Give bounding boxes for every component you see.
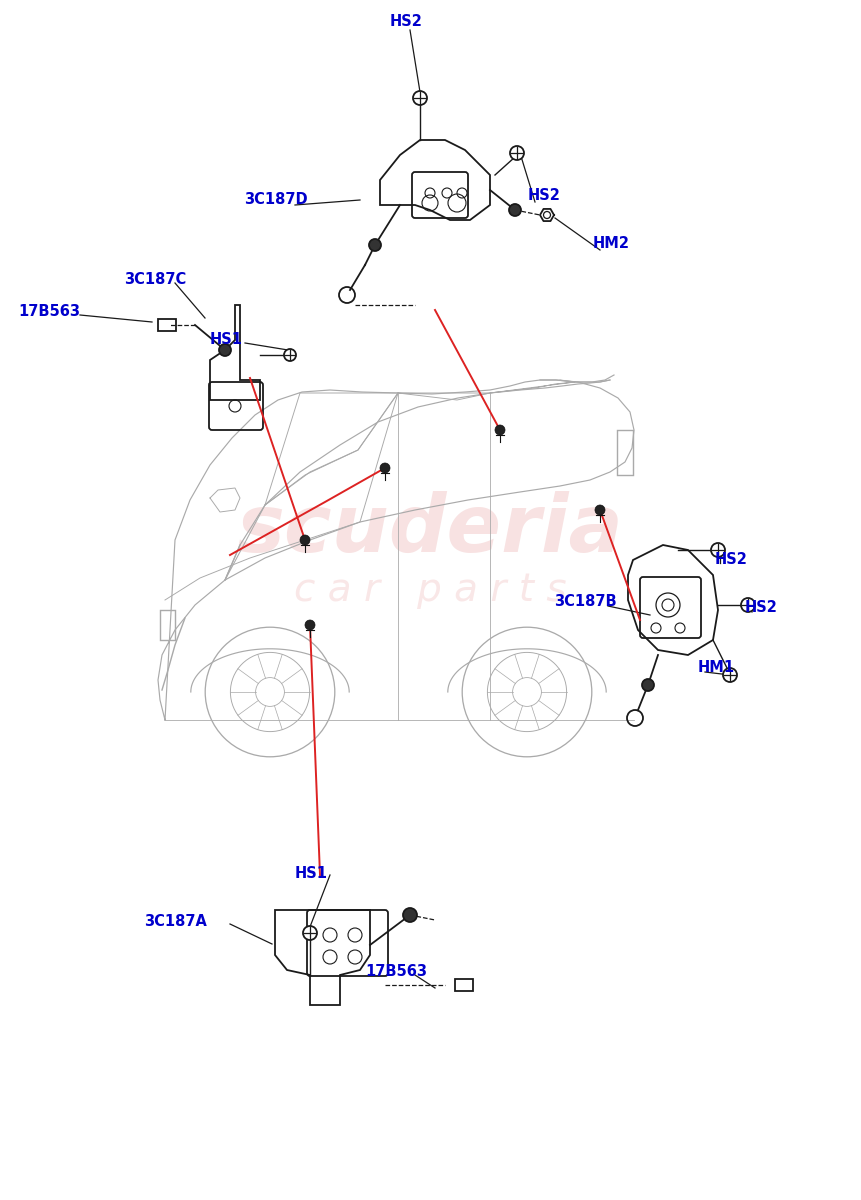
Text: HM1: HM1 [698, 660, 735, 676]
Bar [617, 430, 633, 475]
Circle shape [369, 239, 381, 251]
Circle shape [403, 908, 417, 922]
Text: 3C187D: 3C187D [244, 192, 307, 208]
Circle shape [741, 598, 755, 612]
Text: HS1: HS1 [210, 332, 243, 348]
Circle shape [380, 463, 390, 473]
Circle shape [305, 620, 315, 630]
Circle shape [509, 204, 521, 216]
Text: HS1: HS1 [295, 865, 328, 881]
Circle shape [413, 91, 427, 104]
Circle shape [595, 505, 605, 515]
Text: HS2: HS2 [390, 14, 423, 30]
Circle shape [300, 535, 310, 545]
Text: 3C187A: 3C187A [144, 914, 207, 930]
Text: HS2: HS2 [745, 600, 777, 616]
Circle shape [723, 668, 737, 682]
Text: HS2: HS2 [715, 552, 748, 568]
Circle shape [495, 425, 505, 434]
Text: 3C187C: 3C187C [124, 272, 186, 288]
Text: 17B563: 17B563 [365, 965, 427, 979]
Text: 17B563: 17B563 [18, 305, 80, 319]
Text: c a r   p a r t s: c a r p a r t s [294, 571, 567, 608]
Text: HS2: HS2 [528, 187, 561, 203]
Text: 3C187B: 3C187B [554, 594, 616, 610]
Circle shape [219, 344, 231, 356]
Circle shape [711, 542, 725, 557]
Circle shape [642, 679, 654, 691]
Text: scuderia: scuderia [237, 491, 623, 569]
Text: HM2: HM2 [593, 235, 630, 251]
Circle shape [510, 146, 524, 160]
Circle shape [284, 349, 296, 361]
Bar [160, 610, 175, 640]
Circle shape [303, 926, 317, 940]
